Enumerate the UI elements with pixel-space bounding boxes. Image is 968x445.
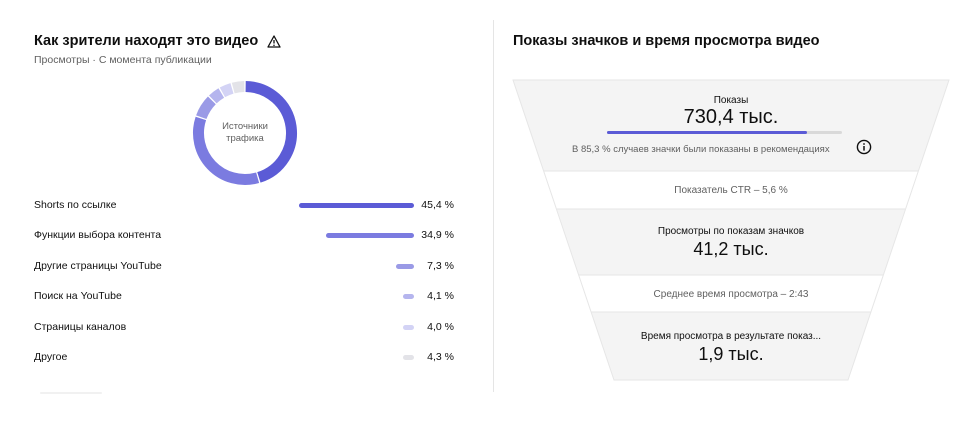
traffic-source-row: Поиск на YouTube 4,1 % bbox=[34, 286, 454, 316]
traffic-source-label: Другие страницы YouTube bbox=[34, 259, 162, 272]
traffic-source-value: 4,1 % bbox=[427, 290, 454, 303]
traffic-source-label: Поиск на YouTube bbox=[34, 290, 122, 303]
traffic-source-label: Shorts по ссылке bbox=[34, 199, 117, 211]
traffic-source-row: Другие страницы YouTube 7,3 % bbox=[34, 256, 454, 286]
funnel-stage-ctr bbox=[544, 171, 918, 209]
donut-segment[interactable] bbox=[231, 81, 245, 94]
ctr-label: Показатель CTR – 5,6 % bbox=[674, 185, 788, 196]
impressions-funnel bbox=[512, 79, 950, 381]
traffic-source-bar bbox=[299, 203, 414, 208]
views-label: Просмотры по показам значков bbox=[657, 226, 805, 237]
traffic-source-label: Другое bbox=[34, 350, 68, 363]
donut-chart bbox=[193, 81, 297, 185]
traffic-source-row: Функции выбора контента 34,9 % bbox=[34, 225, 454, 255]
traffic-source-row: Страницы каналов 4,0 % bbox=[34, 317, 454, 347]
watch-time-label: Время просмотра в результате показ... bbox=[640, 331, 822, 342]
traffic-source-value: 7,3 % bbox=[427, 259, 454, 272]
funnel-stage-watch-time bbox=[591, 312, 871, 380]
donut-segment[interactable] bbox=[245, 81, 297, 183]
donut-center-line-2: трафика bbox=[226, 133, 264, 144]
traffic-source-label: Функции выбора контента bbox=[34, 229, 162, 242]
recommended-share-bar bbox=[607, 131, 842, 134]
traffic-source-row: Shorts по ссылке 45,4 % bbox=[34, 195, 454, 225]
panel-divider bbox=[493, 20, 494, 392]
traffic-source-bar bbox=[325, 233, 414, 239]
donut-center-line-1: Источники bbox=[222, 121, 268, 132]
info-icon[interactable] bbox=[856, 139, 872, 155]
traffic-sources-panel: Как зрители находят это видео Просмотры … bbox=[0, 0, 476, 445]
traffic-sources-title-text: Как зрители находят это видео bbox=[34, 33, 259, 49]
traffic-sources-subtitle: Просмотры · С момента публикации bbox=[34, 54, 212, 66]
traffic-sources-donut: Источники трафика bbox=[190, 78, 300, 188]
funnel-stage-views bbox=[557, 209, 905, 275]
traffic-source-bar bbox=[395, 263, 414, 269]
traffic-source-value: 4,0 % bbox=[427, 320, 454, 333]
show-more-stub bbox=[40, 392, 102, 394]
avg-watch-label: Среднее время просмотра – 2:43 bbox=[653, 289, 809, 300]
traffic-source-value: 34,9 % bbox=[421, 229, 454, 242]
donut-segment[interactable] bbox=[193, 116, 260, 185]
traffic-sources-title: Как зрители находят это видео bbox=[34, 33, 281, 49]
impressions-value: 730,4 тыс. bbox=[683, 106, 779, 128]
watch-time-value: 1,9 тыс. bbox=[698, 344, 764, 364]
traffic-source-value: 45,4 % bbox=[421, 199, 454, 211]
impressions-note: В 85,3 % случаев значки были показаны в … bbox=[572, 144, 830, 155]
traffic-source-row: Другое 4,3 % bbox=[34, 347, 454, 377]
warning-icon[interactable] bbox=[267, 34, 281, 48]
traffic-source-bar bbox=[403, 354, 414, 360]
traffic-sources-list: Shorts по ссылке 45,4 % Функции выбора кон… bbox=[34, 195, 454, 377]
traffic-source-bar bbox=[403, 324, 414, 330]
funnel-outline bbox=[512, 79, 950, 381]
donut-segment[interactable] bbox=[219, 83, 234, 98]
funnel-stage-impressions bbox=[513, 80, 949, 171]
impressions-funnel-title: Показы значков и время просмотра видео bbox=[513, 33, 820, 49]
traffic-source-value: 4,3 % bbox=[427, 350, 454, 363]
traffic-source-label: Страницы каналов bbox=[34, 320, 127, 333]
views-value: 41,2 тыс. bbox=[693, 239, 769, 259]
recommended-share-fill bbox=[607, 131, 808, 134]
traffic-source-bar bbox=[403, 294, 414, 300]
impressions-funnel-panel: Показы значков и время просмотра видео П… bbox=[494, 0, 968, 445]
impressions-label: Показы bbox=[713, 95, 749, 106]
donut-center-label: Источники трафика bbox=[190, 78, 300, 188]
funnel-stage-avg-watch bbox=[579, 275, 883, 312]
donut-segment[interactable] bbox=[196, 96, 216, 120]
donut-segment[interactable] bbox=[208, 88, 225, 104]
